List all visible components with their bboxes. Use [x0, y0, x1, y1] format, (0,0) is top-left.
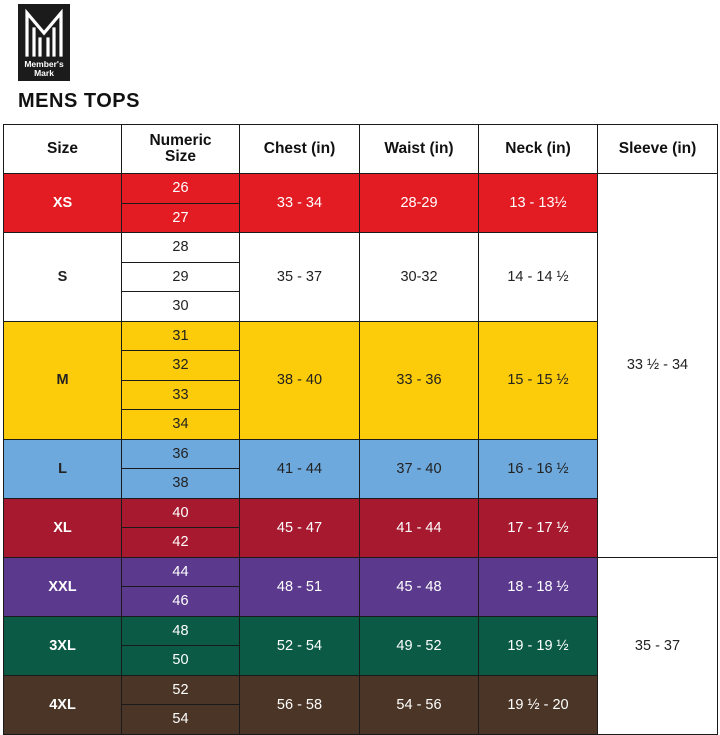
chest-value: 48 - 51: [239, 556, 360, 617]
chest-value: 35 - 37: [239, 232, 360, 322]
numeric-size: 28: [121, 232, 240, 263]
header-numeric-line2: Size: [164, 147, 196, 165]
numeric-size: 54: [121, 704, 240, 735]
waist-value: 54 - 56: [359, 674, 479, 735]
waist-value: 37 - 40: [359, 438, 479, 499]
size-row-l: L 36 41 - 44 37 - 40 16 - 16 ½: [3, 438, 718, 499]
size-row-s: S 28 35 - 37 30-32 14 - 14 ½: [3, 232, 718, 322]
size-chart-body: XS 26 33 - 34 28-29 13 - 13½ 33 ½ - 34 27 S 28 35…: [3, 173, 718, 735]
size-row-m: 32: [4, 350, 718, 381]
size-label: S: [3, 232, 122, 322]
header-numeric-size: Numeric Size: [121, 124, 240, 174]
waist-value: 49 - 52: [359, 615, 479, 676]
numeric-size: 27: [121, 202, 240, 233]
size-row-xs: XS 26 33 - 34 28-29 13 - 13½ 33 ½ - 34: [3, 173, 718, 558]
header-row: Size Numeric Size Chest (in) Waist (in) …: [3, 124, 718, 174]
size-row-xs: 27: [4, 202, 718, 233]
size-label: XS: [3, 173, 122, 233]
waist-value: 30-32: [359, 232, 479, 322]
size-row-3xl: 3XL 48 52 - 54 49 - 52 19 - 19 ½: [3, 615, 718, 676]
size-row-m: 33: [4, 379, 718, 410]
header-size: Size: [3, 124, 122, 174]
neck-value: 17 - 17 ½: [478, 497, 598, 558]
size-label: XL: [3, 497, 122, 558]
numeric-size: 42: [121, 527, 240, 558]
sleeve-value: 33 ½ - 34: [597, 173, 718, 558]
numeric-size: 44: [121, 556, 240, 587]
chest-value: 56 - 58: [239, 674, 360, 735]
size-row-xxl: XXL 44 48 - 51 45 - 48 18 - 18 ½ 35 - 37: [3, 556, 718, 735]
header-waist: Waist (in): [359, 124, 479, 174]
chest-value: 41 - 44: [239, 438, 360, 499]
header-sleeve: Sleeve (in): [597, 124, 718, 174]
size-label: L: [3, 438, 122, 499]
header-chest: Chest (in): [239, 124, 360, 174]
numeric-size: 50: [121, 645, 240, 676]
members-mark-logo: Member's Mark: [18, 4, 70, 81]
sleeve-value: 35 - 37: [597, 556, 718, 735]
chest-value: 52 - 54: [239, 615, 360, 676]
neck-value: 16 - 16 ½: [478, 438, 598, 499]
numeric-size: 52: [121, 674, 240, 705]
size-chart-table: Size Numeric Size Chest (in) Waist (in) …: [3, 124, 718, 735]
waist-value: 28-29: [359, 173, 479, 233]
m-monogram-icon: [25, 9, 63, 57]
neck-value: 13 - 13½: [478, 173, 598, 233]
waist-value: 33 - 36: [359, 320, 479, 440]
numeric-size: 36: [121, 438, 240, 469]
logo-text-line2: Mark: [34, 68, 54, 78]
chest-value: 33 - 34: [239, 173, 360, 233]
numeric-size: 30: [121, 291, 240, 322]
size-row-xl: XL 40 45 - 47 41 - 44 17 - 17 ½: [3, 497, 718, 558]
size-row-s: 29: [4, 261, 718, 292]
numeric-size: 40: [121, 497, 240, 528]
neck-value: 15 - 15 ½: [478, 320, 598, 440]
header-neck: Neck (in): [478, 124, 598, 174]
numeric-size: 26: [121, 173, 240, 204]
numeric-size: 33: [121, 379, 240, 410]
size-row-xxl: 46: [4, 586, 718, 617]
neck-value: 19 ½ - 20: [478, 674, 598, 735]
chest-value: 45 - 47: [239, 497, 360, 558]
size-row-3xl: 50: [4, 645, 718, 676]
waist-value: 45 - 48: [359, 556, 479, 617]
size-row-s: 30: [4, 291, 718, 322]
page-title: MENS TOPS: [18, 90, 140, 112]
neck-value: 19 - 19 ½: [478, 615, 598, 676]
numeric-size: 34: [121, 409, 240, 440]
waist-value: 41 - 44: [359, 497, 479, 558]
logo-text-line1: Member's: [24, 59, 64, 69]
header-numeric-line1: Numeric: [149, 131, 212, 149]
numeric-size: 38: [121, 468, 240, 499]
size-row-xl: 42: [4, 527, 718, 558]
size-label: XXL: [3, 556, 122, 617]
numeric-size: 46: [121, 586, 240, 617]
numeric-size: 48: [121, 615, 240, 646]
numeric-size: 29: [121, 261, 240, 292]
size-label: 3XL: [3, 615, 122, 676]
chest-value: 38 - 40: [239, 320, 360, 440]
numeric-size: 31: [121, 320, 240, 351]
neck-value: 14 - 14 ½: [478, 232, 598, 322]
size-label: 4XL: [3, 674, 122, 735]
neck-value: 18 - 18 ½: [478, 556, 598, 617]
size-label: M: [3, 320, 122, 440]
numeric-size: 32: [121, 350, 240, 381]
